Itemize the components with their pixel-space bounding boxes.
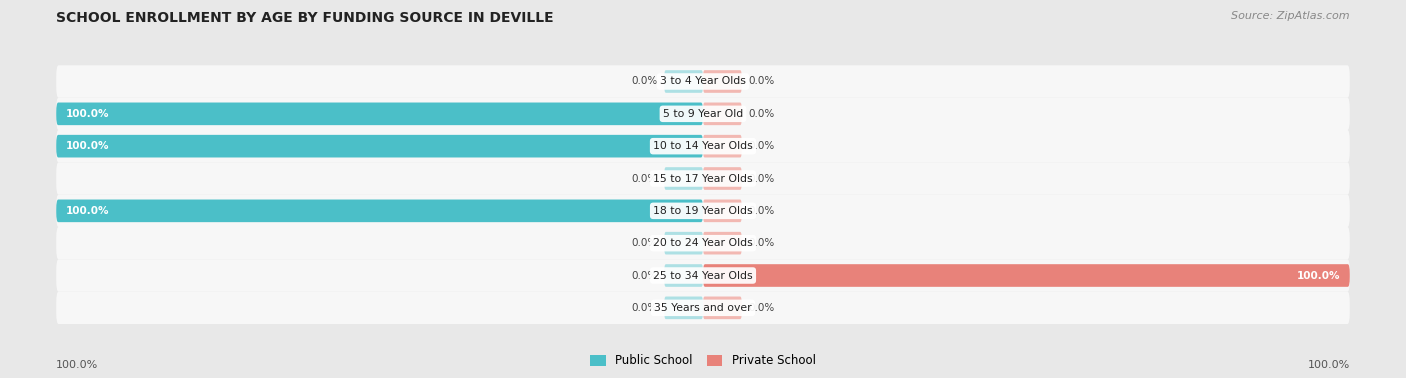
Text: 0.0%: 0.0%	[748, 238, 775, 248]
FancyBboxPatch shape	[703, 70, 742, 93]
Text: 0.0%: 0.0%	[748, 174, 775, 183]
FancyBboxPatch shape	[703, 200, 742, 222]
Text: 10 to 14 Year Olds: 10 to 14 Year Olds	[654, 141, 752, 151]
Text: 3 to 4 Year Olds: 3 to 4 Year Olds	[659, 76, 747, 87]
FancyBboxPatch shape	[703, 264, 1350, 287]
Text: 100.0%: 100.0%	[1296, 271, 1340, 280]
FancyBboxPatch shape	[56, 130, 1350, 162]
Text: 18 to 19 Year Olds: 18 to 19 Year Olds	[654, 206, 752, 216]
Text: 20 to 24 Year Olds: 20 to 24 Year Olds	[654, 238, 752, 248]
Text: 100.0%: 100.0%	[66, 141, 110, 151]
FancyBboxPatch shape	[664, 70, 703, 93]
FancyBboxPatch shape	[56, 65, 1350, 98]
Legend: Public School, Private School: Public School, Private School	[586, 350, 820, 372]
FancyBboxPatch shape	[664, 232, 703, 254]
FancyBboxPatch shape	[664, 264, 703, 287]
FancyBboxPatch shape	[56, 162, 1350, 195]
FancyBboxPatch shape	[56, 200, 703, 222]
Text: 25 to 34 Year Olds: 25 to 34 Year Olds	[654, 271, 752, 280]
Text: Source: ZipAtlas.com: Source: ZipAtlas.com	[1232, 11, 1350, 21]
Text: 15 to 17 Year Olds: 15 to 17 Year Olds	[654, 174, 752, 183]
FancyBboxPatch shape	[56, 195, 1350, 227]
FancyBboxPatch shape	[703, 167, 742, 190]
Text: SCHOOL ENROLLMENT BY AGE BY FUNDING SOURCE IN DEVILLE: SCHOOL ENROLLMENT BY AGE BY FUNDING SOUR…	[56, 11, 554, 25]
Text: 100.0%: 100.0%	[66, 206, 110, 216]
Text: 0.0%: 0.0%	[748, 109, 775, 119]
FancyBboxPatch shape	[664, 167, 703, 190]
Text: 0.0%: 0.0%	[631, 76, 658, 87]
FancyBboxPatch shape	[56, 98, 1350, 130]
Text: 0.0%: 0.0%	[631, 238, 658, 248]
FancyBboxPatch shape	[664, 296, 703, 319]
Text: 0.0%: 0.0%	[631, 271, 658, 280]
FancyBboxPatch shape	[56, 135, 703, 158]
Text: 100.0%: 100.0%	[66, 109, 110, 119]
Text: 0.0%: 0.0%	[748, 76, 775, 87]
FancyBboxPatch shape	[56, 259, 1350, 292]
Text: 0.0%: 0.0%	[748, 303, 775, 313]
FancyBboxPatch shape	[56, 102, 703, 125]
Text: 0.0%: 0.0%	[631, 174, 658, 183]
Text: 100.0%: 100.0%	[1308, 361, 1350, 370]
Text: 5 to 9 Year Old: 5 to 9 Year Old	[662, 109, 744, 119]
Text: 100.0%: 100.0%	[56, 361, 98, 370]
FancyBboxPatch shape	[703, 102, 742, 125]
Text: 0.0%: 0.0%	[748, 141, 775, 151]
FancyBboxPatch shape	[703, 296, 742, 319]
FancyBboxPatch shape	[56, 227, 1350, 259]
Text: 0.0%: 0.0%	[631, 303, 658, 313]
FancyBboxPatch shape	[703, 232, 742, 254]
Text: 0.0%: 0.0%	[748, 206, 775, 216]
FancyBboxPatch shape	[56, 292, 1350, 324]
FancyBboxPatch shape	[703, 135, 742, 158]
Text: 35 Years and over: 35 Years and over	[654, 303, 752, 313]
